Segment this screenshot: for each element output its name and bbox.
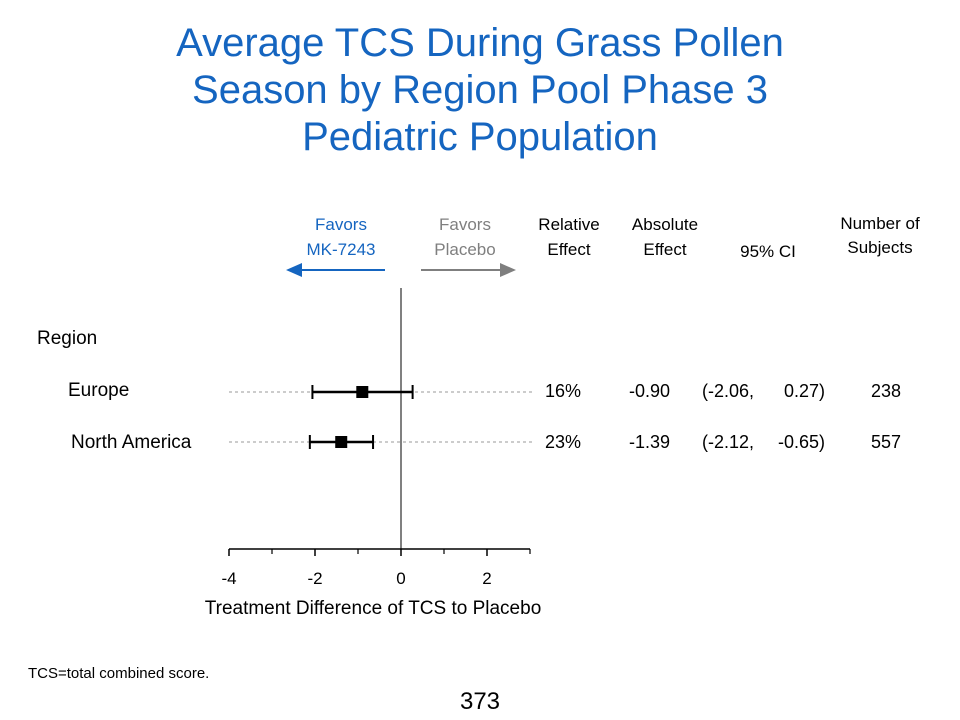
relative-effect-line-1: Relative	[538, 215, 600, 234]
favors-placebo-arrow	[421, 263, 516, 277]
n-subjects-value: 557	[871, 432, 902, 452]
n-subjects-line-2: Subjects	[847, 238, 913, 257]
relative-effect-value: 16%	[545, 381, 582, 401]
ci-low-value: (-2.06,	[702, 381, 755, 401]
favors-placebo-line-1: Favors	[439, 215, 491, 234]
chart-title: Average TCS During Grass Pollen Season b…	[80, 20, 880, 161]
x-tick-label: 2	[482, 569, 491, 588]
absolute-effect-line-1: Absolute	[631, 215, 699, 234]
relative-effect-header: Relative Effect	[538, 212, 599, 262]
page-number: 373	[459, 688, 501, 715]
footnote: TCS=total combined score.	[28, 665, 210, 682]
title-line-2: Season by Region Pool Phase 3	[192, 68, 768, 112]
x-tick-label: -2	[307, 569, 322, 588]
absolute-effect-header: Absolute Effect	[632, 212, 698, 262]
favors-mk-line-2: MK-7243	[306, 240, 376, 259]
favors-mk-line-1: Favors	[315, 215, 367, 234]
title-line-3: Pediatric Population	[302, 115, 658, 159]
ci-high-value: 0.27)	[784, 381, 826, 401]
absolute-effect-line-2: Effect	[643, 240, 687, 259]
row-label-europe: Europe	[68, 380, 130, 401]
favors-mk-header: Favors MK-7243	[307, 212, 376, 262]
x-axis-label: Treatment Difference of TCS to Placebo	[205, 598, 542, 619]
point-estimate	[335, 436, 348, 448]
relative-effect-value: 23%	[545, 432, 582, 452]
absolute-effect-value: -0.90	[629, 381, 671, 401]
title-line-1: Average TCS During Grass Pollen	[176, 21, 784, 65]
point-estimate	[356, 386, 369, 398]
ci-header: 95% CI	[740, 242, 796, 261]
relative-effect-line-2: Effect	[547, 240, 591, 259]
x-tick-label: 0	[396, 569, 405, 588]
row-label-north-america: North America	[71, 432, 192, 453]
n-subjects-value: 238	[871, 381, 902, 401]
ci-high-value: -0.65)	[778, 432, 826, 452]
favors-mk-arrow	[286, 263, 385, 277]
n-subjects-header: Number of Subjects	[840, 212, 919, 260]
absolute-effect-value: -1.39	[629, 432, 671, 452]
x-tick-label: -4	[221, 569, 236, 588]
favors-placebo-line-2: Placebo	[434, 240, 496, 259]
region-group-label: Region	[37, 328, 98, 349]
favors-placebo-header: Favors Placebo	[434, 212, 495, 262]
n-subjects-line-1: Number of	[840, 214, 920, 233]
ci-low-value: (-2.12,	[702, 432, 755, 452]
